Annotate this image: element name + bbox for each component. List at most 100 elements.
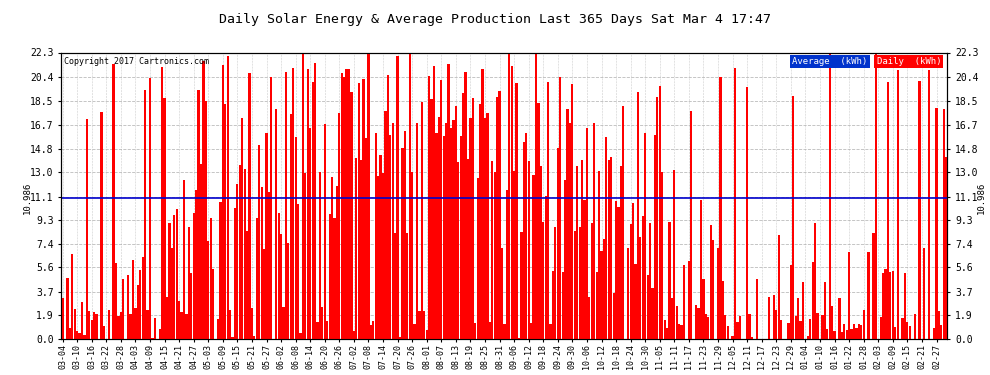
Bar	[431, 99, 433, 339]
Bar	[543, 222, 545, 339]
Bar	[265, 133, 267, 339]
Bar	[576, 166, 578, 339]
Bar	[362, 79, 364, 339]
Bar	[656, 97, 658, 339]
Bar	[260, 187, 262, 339]
Bar	[523, 142, 525, 339]
Bar	[248, 73, 250, 339]
Bar	[355, 158, 357, 339]
Bar	[909, 326, 911, 339]
Bar	[270, 78, 272, 339]
Bar	[158, 329, 160, 339]
Bar	[379, 155, 382, 339]
Bar	[882, 273, 884, 339]
Bar	[683, 265, 685, 339]
Bar	[544, 196, 546, 339]
Bar	[346, 69, 347, 339]
Bar	[678, 324, 680, 339]
Bar	[404, 131, 406, 339]
Bar	[623, 106, 625, 339]
Bar	[140, 270, 142, 339]
Bar	[416, 123, 418, 339]
Bar	[702, 279, 705, 339]
Bar	[924, 248, 926, 339]
Bar	[651, 288, 653, 339]
Bar	[210, 219, 212, 339]
Bar	[132, 260, 134, 339]
Text: Average  (kWh): Average (kWh)	[792, 57, 867, 66]
Bar	[317, 321, 319, 339]
Bar	[666, 328, 668, 339]
Text: 10.986: 10.986	[23, 182, 33, 214]
Bar	[122, 279, 125, 339]
Bar	[797, 298, 799, 339]
Bar	[841, 332, 842, 339]
Bar	[564, 180, 566, 339]
Bar	[71, 254, 73, 339]
Bar	[78, 333, 81, 339]
Bar	[319, 172, 321, 339]
Bar	[919, 81, 921, 339]
Bar	[347, 69, 350, 339]
Bar	[135, 308, 137, 339]
Bar	[341, 74, 343, 339]
Bar	[928, 70, 931, 339]
Bar	[605, 138, 608, 339]
Bar	[489, 322, 491, 339]
Bar	[613, 293, 615, 339]
Bar	[627, 248, 630, 339]
Bar	[608, 159, 610, 339]
Bar	[826, 329, 829, 339]
Bar	[610, 158, 613, 339]
Bar	[698, 308, 700, 339]
Bar	[212, 269, 214, 339]
Bar	[428, 76, 431, 339]
Bar	[304, 173, 307, 339]
Bar	[307, 69, 309, 339]
Bar	[219, 202, 222, 339]
Bar	[578, 226, 581, 339]
Bar	[443, 136, 445, 339]
Bar	[675, 306, 678, 339]
Bar	[792, 96, 794, 339]
Bar	[374, 134, 377, 339]
Bar	[312, 82, 314, 339]
Bar	[831, 306, 834, 339]
Bar	[945, 158, 947, 339]
Bar	[848, 252, 850, 339]
Bar	[229, 310, 232, 339]
Bar	[227, 56, 229, 339]
Bar	[137, 285, 139, 339]
Bar	[700, 200, 702, 339]
Bar	[88, 311, 90, 339]
Bar	[253, 336, 255, 339]
Bar	[940, 325, 942, 339]
Bar	[860, 325, 862, 339]
Bar	[734, 68, 737, 339]
Bar	[193, 213, 195, 339]
Bar	[452, 120, 454, 339]
Bar	[68, 328, 71, 339]
Bar	[768, 297, 770, 339]
Bar	[148, 78, 151, 339]
Bar	[640, 237, 642, 339]
Bar	[239, 165, 241, 339]
Bar	[481, 69, 484, 339]
Bar	[83, 335, 85, 339]
Bar	[583, 200, 586, 339]
Bar	[737, 322, 739, 339]
Bar	[942, 110, 944, 339]
Bar	[100, 112, 103, 339]
Bar	[387, 75, 389, 339]
Bar	[95, 314, 98, 339]
Bar	[436, 133, 438, 339]
Bar	[787, 322, 790, 339]
Bar	[556, 148, 559, 339]
Bar	[178, 302, 180, 339]
Bar	[246, 231, 248, 339]
Bar	[344, 77, 346, 339]
Bar	[506, 190, 508, 339]
Bar	[663, 320, 665, 339]
Bar	[290, 114, 292, 339]
Bar	[457, 162, 459, 339]
